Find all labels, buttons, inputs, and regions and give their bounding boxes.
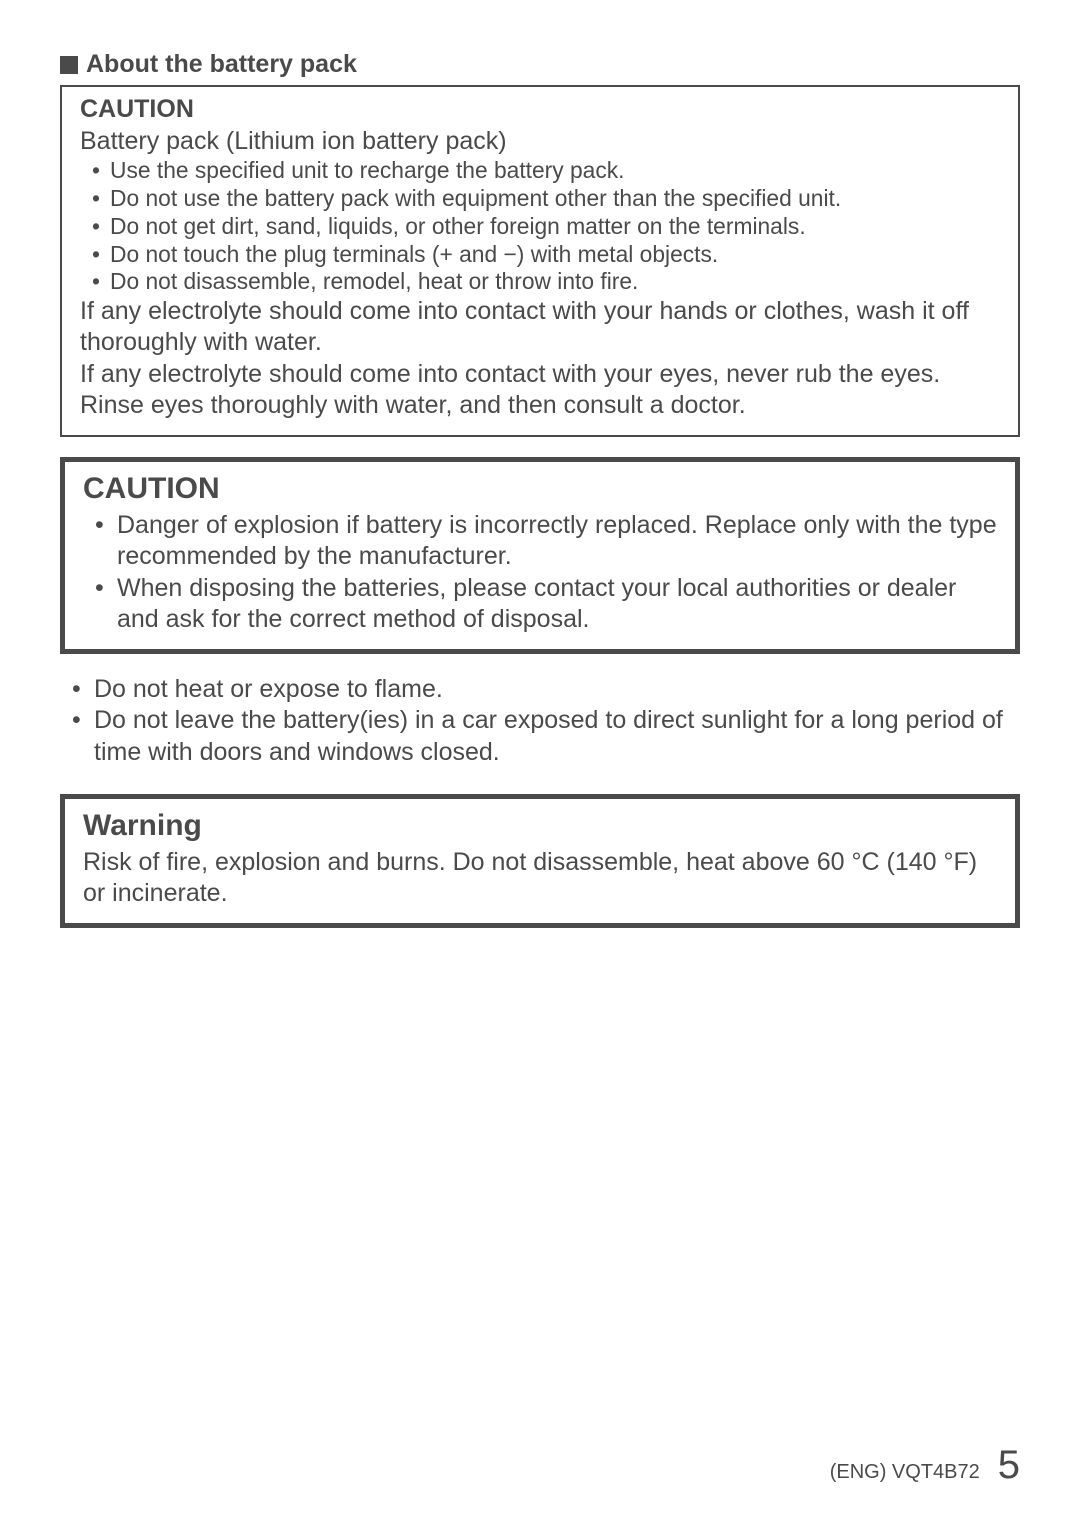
square-bullet-icon	[60, 56, 78, 74]
warning-para: Risk of fire, explosion and burns. Do no…	[83, 847, 997, 910]
warning-box: Warning Risk of fire, explosion and burn…	[60, 794, 1020, 929]
footer-page-number: 5	[998, 1443, 1020, 1488]
caution-2-bullets: Danger of explosion if battery is incorr…	[83, 510, 997, 635]
caution-1-para2: If any electrolyte should come into cont…	[80, 359, 1000, 422]
caution-1-subtitle: Battery pack (Lithium ion battery pack)	[80, 126, 1000, 157]
caution-1-para1: If any electrolyte should come into cont…	[80, 296, 1000, 359]
section-heading: About the battery pack	[60, 50, 1020, 79]
caution-2-title: CAUTION	[83, 472, 997, 506]
list-item: Do not disassemble, remodel, heat or thr…	[92, 268, 1000, 296]
caution-1-bullets: Use the specified unit to recharge the b…	[80, 157, 1000, 296]
free-bullets: Do not heat or expose to flame. Do not l…	[60, 674, 1020, 768]
list-item: Use the specified unit to recharge the b…	[92, 157, 1000, 185]
caution-1-title: CAUTION	[80, 95, 1000, 124]
list-item: Do not get dirt, sand, liquids, or other…	[92, 213, 1000, 241]
warning-title: Warning	[83, 809, 997, 843]
list-item: Do not use the battery pack with equipme…	[92, 185, 1000, 213]
list-item: Do not touch the plug terminals (+ and −…	[92, 241, 1000, 269]
caution-box-2: CAUTION Danger of explosion if battery i…	[60, 457, 1020, 654]
page-content: About the battery pack CAUTION Battery p…	[0, 0, 1080, 928]
list-item: Do not heat or expose to flame.	[72, 674, 1020, 705]
list-item: Danger of explosion if battery is incorr…	[95, 510, 997, 573]
caution-box-1: CAUTION Battery pack (Lithium ion batter…	[60, 85, 1020, 437]
list-item: When disposing the batteries, please con…	[95, 573, 997, 636]
list-item: Do not leave the battery(ies) in a car e…	[72, 705, 1020, 768]
footer-code: (ENG) VQT4B72	[830, 1461, 980, 1484]
heading-text: About the battery pack	[86, 50, 357, 79]
page-footer: (ENG) VQT4B72 5	[830, 1443, 1020, 1488]
